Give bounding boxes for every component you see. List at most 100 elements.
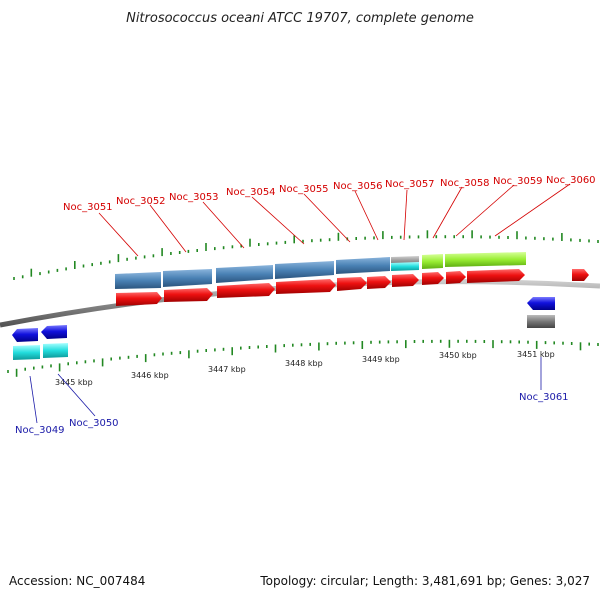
- minor-tick: [41, 365, 44, 369]
- minor-tick: [579, 238, 581, 242]
- major-tick: [471, 230, 473, 239]
- minor-tick: [466, 339, 468, 343]
- leader-noc-3059: [455, 184, 515, 237]
- minor-tick: [507, 236, 509, 239]
- minor-tick: [21, 275, 24, 279]
- leader-noc-3060: [494, 183, 571, 237]
- gene-label-noc-3053[interactable]: Noc_3053: [169, 192, 219, 203]
- gene-bar-noc-3051[interactable]: [115, 272, 161, 289]
- gene-label-noc-3055[interactable]: Noc_3055: [279, 184, 329, 195]
- minor-tick: [7, 370, 9, 373]
- gene-bar-noc-3049[interactable]: [13, 345, 40, 360]
- leader-noc-3053: [202, 201, 245, 249]
- cds-arrow-noc-3052[interactable]: [164, 288, 213, 302]
- cds-arrow-noc-3050[interactable]: [41, 325, 67, 339]
- cds-arrow-noc-3057[interactable]: [392, 274, 419, 287]
- reverse-gene-bars: [13, 315, 555, 360]
- minor-tick: [543, 237, 545, 241]
- minor-tick: [91, 263, 93, 267]
- cds-arrow-noc-3061[interactable]: [527, 297, 555, 310]
- major-tick: [448, 339, 451, 348]
- minor-tick: [396, 340, 398, 344]
- minor-tick: [562, 341, 564, 345]
- major-tick: [293, 235, 295, 244]
- gene-bar-noc-3050[interactable]: [43, 343, 68, 358]
- gene-label-noc-3052[interactable]: Noc_3052: [116, 196, 166, 207]
- gene-label-noc-3057[interactable]: Noc_3057: [385, 179, 435, 190]
- major-tick: [337, 232, 340, 241]
- cds-arrow-noc-3051[interactable]: [116, 292, 162, 306]
- gene-label-noc-3049[interactable]: Noc_3049: [15, 425, 65, 436]
- major-tick: [231, 347, 233, 356]
- cds-arrow-noc-3053[interactable]: [217, 283, 275, 298]
- major-tick: [382, 231, 384, 240]
- minor-tick: [24, 367, 26, 371]
- minor-tick: [408, 235, 411, 239]
- minor-tick: [33, 366, 35, 370]
- minor-tick: [47, 270, 50, 274]
- minor-tick: [136, 354, 138, 358]
- minor-tick: [283, 344, 285, 348]
- scale-label-3451: 3451 kbp: [517, 350, 555, 359]
- minor-tick: [570, 238, 572, 242]
- minor-tick: [153, 353, 156, 357]
- cds-arrow-noc-3058[interactable]: [422, 272, 444, 285]
- minor-tick: [231, 245, 234, 249]
- minor-tick: [570, 342, 573, 345]
- minor-tick: [205, 349, 207, 352]
- gene-label-noc-3054[interactable]: Noc_3054: [226, 187, 276, 198]
- minor-tick: [240, 346, 242, 350]
- leader-noc-3050: [57, 373, 96, 417]
- minor-tick: [275, 241, 278, 245]
- gene-bar-noc-3057-cyan[interactable]: [391, 262, 419, 271]
- minor-tick: [127, 355, 130, 359]
- minor-tick: [13, 277, 15, 280]
- major-tick: [535, 340, 538, 349]
- minor-tick: [597, 343, 599, 346]
- cds-arrow-noc-3060[interactable]: [572, 269, 589, 281]
- cds-arrow-noc-3055[interactable]: [337, 277, 367, 291]
- gene-label-noc-3056[interactable]: Noc_3056: [333, 181, 383, 192]
- minor-tick: [110, 357, 112, 361]
- minor-tick: [179, 351, 182, 355]
- minor-tick: [373, 236, 375, 240]
- gene-label-noc-3058[interactable]: Noc_3058: [440, 178, 490, 189]
- gene-label-noc-3060[interactable]: Noc_3060: [546, 175, 596, 186]
- gene-bar-noc-3054[interactable]: [275, 261, 334, 279]
- cds-arrow-noc-3056[interactable]: [367, 276, 391, 289]
- gene-bar-noc-3058[interactable]: [422, 254, 443, 269]
- gene-bar-noc-3053[interactable]: [216, 265, 273, 283]
- minor-tick: [552, 237, 554, 241]
- gene-label-noc-3061[interactable]: Noc_3061: [519, 392, 569, 403]
- minor-tick: [162, 352, 164, 356]
- minor-tick: [67, 362, 69, 366]
- cds-arrow-noc-3054[interactable]: [276, 279, 336, 294]
- leader-noc-3057: [403, 189, 408, 241]
- cds-arrow-noc-3059-a[interactable]: [446, 271, 466, 284]
- gene-label-noc-3051[interactable]: Noc_3051: [63, 202, 113, 213]
- gene-bar-noc-3061[interactable]: [527, 315, 555, 328]
- gene-label-noc-3059[interactable]: Noc_3059: [493, 176, 543, 187]
- gene-bar-noc-3052[interactable]: [163, 269, 212, 287]
- minor-tick: [462, 235, 464, 239]
- minor-tick: [82, 264, 85, 268]
- minor-tick: [544, 341, 547, 345]
- minor-tick: [483, 340, 486, 343]
- gene-bar-noc-3057-grey[interactable]: [391, 256, 419, 264]
- major-tick: [117, 254, 120, 263]
- minor-tick: [527, 340, 529, 344]
- minor-tick: [417, 235, 420, 239]
- gene-label-noc-3050[interactable]: Noc_3050: [69, 418, 119, 429]
- minor-tick: [39, 272, 41, 276]
- minor-tick: [309, 342, 311, 346]
- major-tick: [274, 344, 277, 353]
- cds-arrow-noc-3049[interactable]: [12, 328, 38, 342]
- minor-tick: [489, 235, 491, 239]
- major-tick: [516, 231, 518, 240]
- gene-bar-noc-3055[interactable]: [336, 257, 390, 274]
- cds-arrow-noc-3059[interactable]: [467, 269, 525, 283]
- major-tick: [188, 350, 190, 359]
- minor-tick: [126, 257, 128, 261]
- gene-bar-noc-3059[interactable]: [445, 252, 526, 267]
- minor-tick: [378, 340, 381, 344]
